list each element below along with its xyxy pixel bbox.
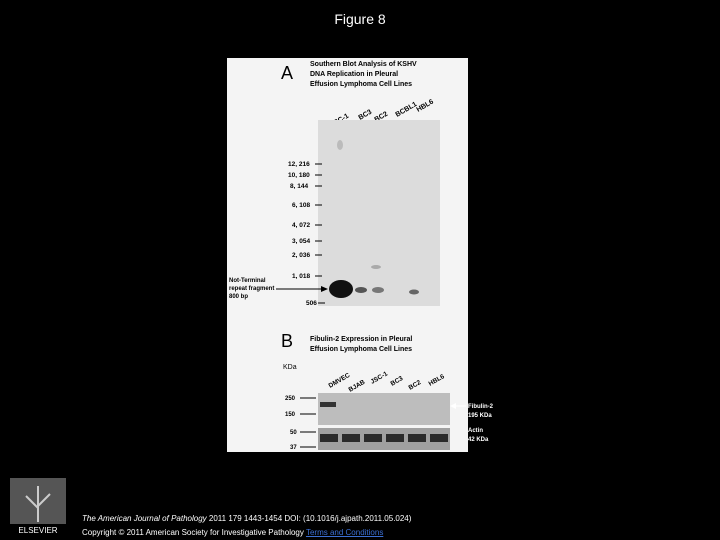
band-label: Fibulin-2 <box>468 404 494 410</box>
copyright: Copyright © 2011 American Society for In… <box>82 528 383 537</box>
band <box>329 280 353 298</box>
annotation-line: 800 bp <box>229 294 248 300</box>
annotation-line: repeat fragment <box>229 286 274 292</box>
blot <box>318 120 440 306</box>
unit-label: KDa <box>283 364 297 371</box>
title-line: DNA Replication in Pleural <box>310 71 398 78</box>
panel-title: Fibulin-2 Expression in Pleural Effusion… <box>310 336 412 353</box>
title-line: Fibulin-2 Expression in Pleural <box>310 336 412 343</box>
panel-letter: B <box>281 331 293 351</box>
annotation: Not-Terminal repeat fragment 800 bp <box>229 278 274 300</box>
size-marker: 37 <box>290 445 297 451</box>
band-label: Actin <box>468 428 483 434</box>
size-marker: 3, 054 <box>292 238 310 245</box>
annotation-line: Not-Terminal <box>229 278 266 284</box>
band <box>337 140 343 150</box>
size-marker: 6, 108 <box>292 202 310 209</box>
right-labels: Fibulin-2 195 KDa Actin 42 KDa <box>468 404 494 443</box>
size-marker: 2, 036 <box>292 252 310 259</box>
size-marker: 10, 180 <box>288 172 310 179</box>
journal-name: The American Journal of Pathology <box>82 514 207 523</box>
marker-ticks <box>300 397 316 448</box>
slide-title: Figure 8 <box>334 11 386 27</box>
size-markers: 250 150 50 37 <box>285 396 297 451</box>
logo-text: ELSEVIER <box>18 526 57 535</box>
band <box>409 289 419 295</box>
band <box>320 402 336 407</box>
size-marker: 506 <box>306 300 317 307</box>
title-line: Effusion Lymphoma Cell Lines <box>310 346 412 353</box>
panel-title: Southern Blot Analysis of KSHV DNA Repli… <box>310 61 417 88</box>
title-line: Effusion Lymphoma Cell Lines <box>310 81 412 88</box>
size-marker: 4, 072 <box>292 222 310 229</box>
publisher-logo: ELSEVIER <box>10 478 66 535</box>
size-marker: 12, 216 <box>288 161 310 168</box>
size-marker: 150 <box>285 412 296 418</box>
panel-letter: A <box>281 63 293 83</box>
marker-ticks <box>315 163 325 304</box>
actin-bands <box>320 434 448 442</box>
title-line: Southern Blot Analysis of KSHV <box>310 61 417 68</box>
band <box>372 287 384 293</box>
citation: The American Journal of Pathology 2011 1… <box>82 514 411 523</box>
size-marker: 250 <box>285 396 296 402</box>
size-marker: 50 <box>290 430 297 436</box>
band <box>355 287 367 293</box>
blot <box>318 428 450 450</box>
size-marker: 8, 144 <box>290 183 308 190</box>
arrow-head <box>450 403 456 409</box>
citation-text: 2011 179 1443-1454 DOI: (10.1016/j.ajpat… <box>206 514 412 523</box>
size-markers: 12, 216 10, 180 8, 144 6, 108 4, 072 3, … <box>288 161 317 307</box>
size-marker: 1, 018 <box>292 273 310 280</box>
copyright-text: Copyright © 2011 American Society for In… <box>82 528 306 537</box>
arrow-head <box>321 286 328 292</box>
blot <box>318 393 450 425</box>
band-label: 42 KDa <box>468 437 489 443</box>
band-label: 195 KDa <box>468 413 492 419</box>
terms-link[interactable]: Terms and Conditions <box>305 528 384 537</box>
band <box>371 265 381 269</box>
